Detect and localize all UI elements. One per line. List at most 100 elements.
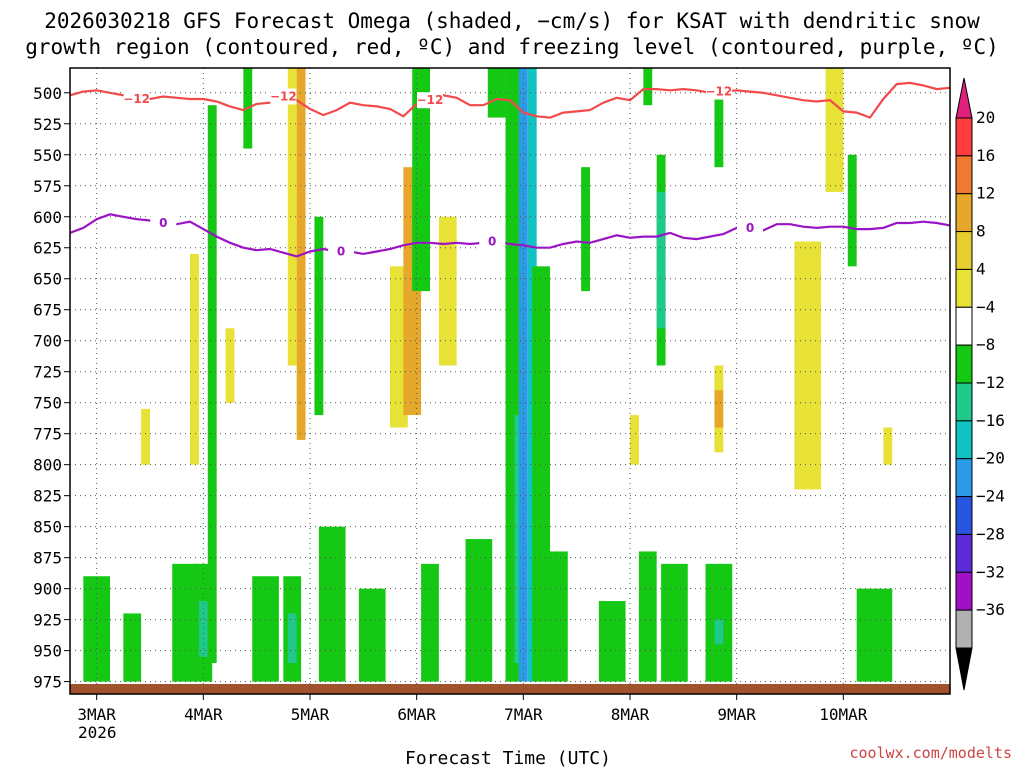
isotherm-label-1-2: 0	[488, 235, 496, 249]
isotherm-label-bg-1-1	[328, 243, 355, 260]
x-tick-label-3MAR: 3MAR	[77, 705, 116, 724]
omega-region-47	[856, 588, 893, 682]
omega-region-35	[643, 68, 653, 106]
chart-title-line-2: growth region (contoured, red, ºC) and f…	[25, 35, 999, 59]
colorbar-swatch-2	[955, 193, 973, 233]
isotherm-label-bg-0-0	[123, 90, 150, 107]
omega-region-10	[252, 576, 279, 682]
omega-region-7	[207, 105, 217, 664]
x-tick-label-8MAR: 8MAR	[611, 705, 650, 724]
omega-region-43	[714, 619, 724, 645]
grid-lines	[70, 68, 950, 694]
x-axis-ticks: 3MAR 4MAR 5MAR 6MAR 7MAR 8MAR 9MAR 10MAR	[77, 694, 868, 724]
omega-region-34	[638, 551, 657, 682]
omega-region-16	[318, 526, 346, 682]
y-tick-label-525: 525	[33, 115, 62, 134]
y-tick-label-850: 850	[33, 518, 62, 537]
colorbar-swatch-5	[955, 306, 973, 346]
omega-region-45	[794, 241, 822, 490]
credit-link[interactable]: coolwx.com/modelts	[849, 744, 1012, 762]
colorbar-swatch-1	[955, 155, 973, 195]
x-tick-label-10MAR: 10MAR	[819, 705, 868, 724]
colorbar-label-6: −8	[976, 335, 995, 354]
colorbar-label-7: −12	[976, 373, 1005, 392]
isotherm-label-bg-0-3	[705, 83, 732, 100]
plot-frame	[69, 67, 951, 695]
omega-region-2	[141, 408, 150, 465]
y-tick-label-575: 575	[33, 177, 62, 196]
isotherm-label-bg-0-1	[270, 88, 297, 105]
y-tick-label-775: 775	[33, 425, 62, 444]
colorbar-label-1: 16	[976, 146, 995, 165]
colorbar-swatch-0	[955, 117, 973, 157]
isotherm-label-1-3: 0	[746, 221, 754, 235]
colorbar-swatch-12	[955, 571, 973, 611]
isotherm-label-bg-1-0	[150, 214, 177, 231]
omega-region-4	[190, 253, 199, 465]
chart-title-line-1: 2026030218 GFS Forecast Omega (shaded, −…	[44, 9, 980, 33]
omega-region-37	[656, 191, 666, 329]
omega-region-32	[598, 601, 626, 682]
omega-region-31	[581, 167, 590, 292]
colorbar-label-10: −24	[976, 487, 1005, 506]
y-tick-label-750: 750	[33, 394, 62, 413]
y-tick-label-600: 600	[33, 208, 62, 227]
colorbar-swatch-3	[955, 231, 973, 270]
y-tick-label-625: 625	[33, 239, 62, 258]
y-tick-label-925: 925	[33, 611, 62, 630]
colorbar-label-11: −28	[976, 524, 1005, 543]
omega-region-1	[123, 613, 142, 682]
omega-region-46	[847, 154, 857, 267]
y-tick-label-650: 650	[33, 270, 62, 289]
omega-region-13	[287, 613, 297, 664]
colorbar-label-12: −32	[976, 562, 1005, 581]
colorbar-bottom-arrow	[955, 647, 973, 691]
omega-region-8	[225, 328, 235, 403]
colorbar-swatch-4	[955, 268, 973, 308]
colorbar-swatch-11	[955, 533, 973, 573]
x-tick-label-7MAR: 7MAR	[504, 705, 543, 724]
omega-region-27	[518, 68, 528, 682]
y-tick-label-700: 700	[33, 332, 62, 351]
colorbar-label-4: 4	[976, 259, 986, 278]
isotherm-label-0-2: −12	[417, 93, 444, 107]
y-tick-label-550: 550	[33, 146, 62, 165]
omega-region-44	[825, 68, 844, 192]
y-tick-label-800: 800	[33, 456, 62, 475]
isotherm-label-1-1: 0	[337, 244, 345, 258]
omega-region-33	[630, 415, 639, 465]
y-tick-label-900: 900	[33, 580, 62, 599]
isotherm-label-0-3: −12	[706, 85, 733, 99]
y-tick-label-500: 500	[33, 84, 62, 103]
colorbar-swatch-7	[955, 382, 973, 422]
colorbar-label-5: −4	[976, 297, 995, 316]
omega-region-18	[390, 266, 408, 428]
omega-region-41	[714, 390, 724, 428]
omega-region-39	[714, 92, 724, 168]
omega-region-21	[421, 563, 439, 682]
x-tick-label-9MAR: 9MAR	[717, 705, 756, 724]
omega-region-29	[532, 266, 550, 682]
colorbar-swatch-13	[955, 609, 973, 649]
colorbar-label-2: 12	[976, 184, 995, 203]
x-tick-label-5MAR: 5MAR	[291, 705, 330, 724]
isotherm-label-0-1: −12	[270, 90, 297, 104]
colorbar-label-3: 8	[976, 222, 986, 241]
colorbar-top-arrow	[955, 77, 973, 119]
omega-region-38	[661, 563, 688, 682]
omega-region-22	[438, 216, 457, 366]
ground-surface	[70, 684, 950, 694]
isotherm-label-1-0: 0	[159, 216, 167, 230]
colorbar-swatch-6	[955, 344, 973, 384]
y-tick-label-825: 825	[33, 487, 62, 506]
x-axis-label: Forecast Time (UTC)	[405, 748, 611, 768]
isotherm-label-bg-0-2	[417, 92, 443, 109]
omega-region-15	[314, 216, 324, 416]
colorbar-label-8: −16	[976, 411, 1005, 430]
omega-region-48	[883, 427, 893, 465]
y-tick-label-725: 725	[33, 363, 62, 382]
isotherm-label-bg-1-3	[737, 219, 763, 236]
colorbar-swatch-8	[955, 420, 973, 460]
isotherm-line-1	[69, 213, 951, 258]
